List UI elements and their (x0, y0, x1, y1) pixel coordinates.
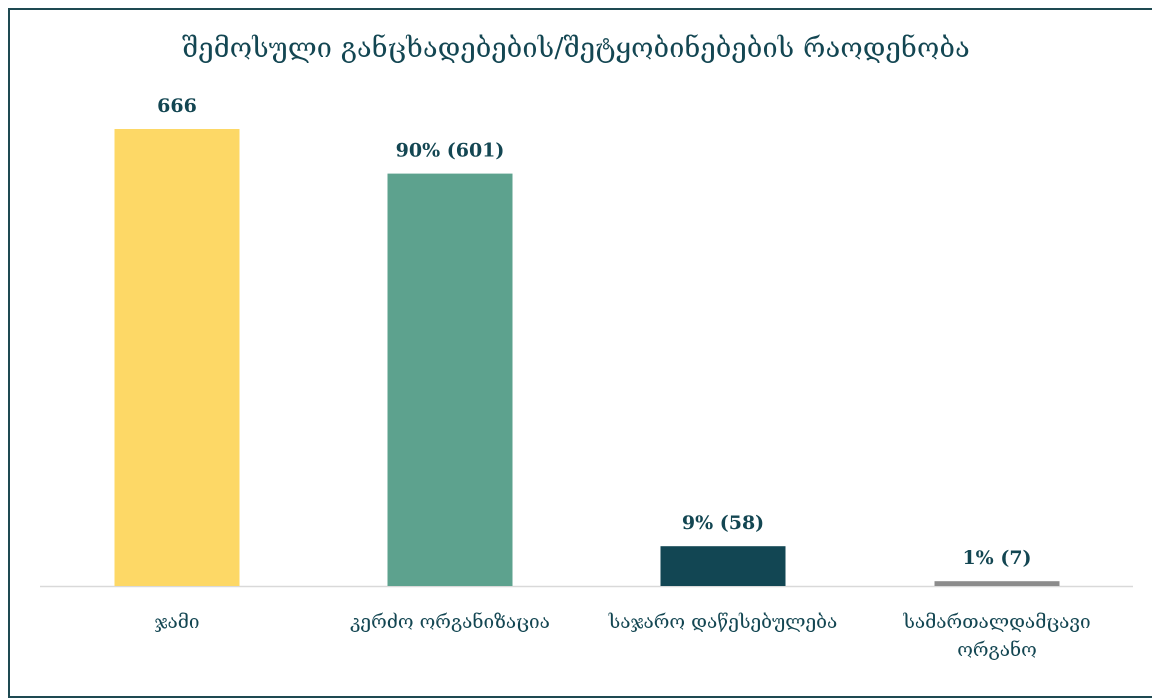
data-label-1: 666 (157, 95, 197, 117)
data-label-2: 90% (601) (396, 140, 505, 162)
bar-chart: 666 ჯამი 90% (601) კერძო ორგანიზაცია 9% (58)… (40, 95, 1133, 661)
category-label-3: საჯარო დაწესებულება (608, 611, 838, 633)
bar-4 (934, 581, 1060, 586)
category-label-1: ჯამი (154, 611, 199, 633)
chart-title: შემოსული განცხადებების/შეტყობინებების რა… (182, 33, 970, 64)
data-label-4: 1% (7) (962, 547, 1031, 569)
category-label-4: სამართალდამცავი ორგანო (902, 611, 1090, 661)
bar-2 (387, 173, 513, 586)
category-label-2: კერძო ორგანიზაცია (350, 611, 550, 633)
data-label-3: 9% (58) (682, 512, 764, 534)
bar-3 (660, 546, 786, 586)
bar-1 (114, 129, 240, 586)
